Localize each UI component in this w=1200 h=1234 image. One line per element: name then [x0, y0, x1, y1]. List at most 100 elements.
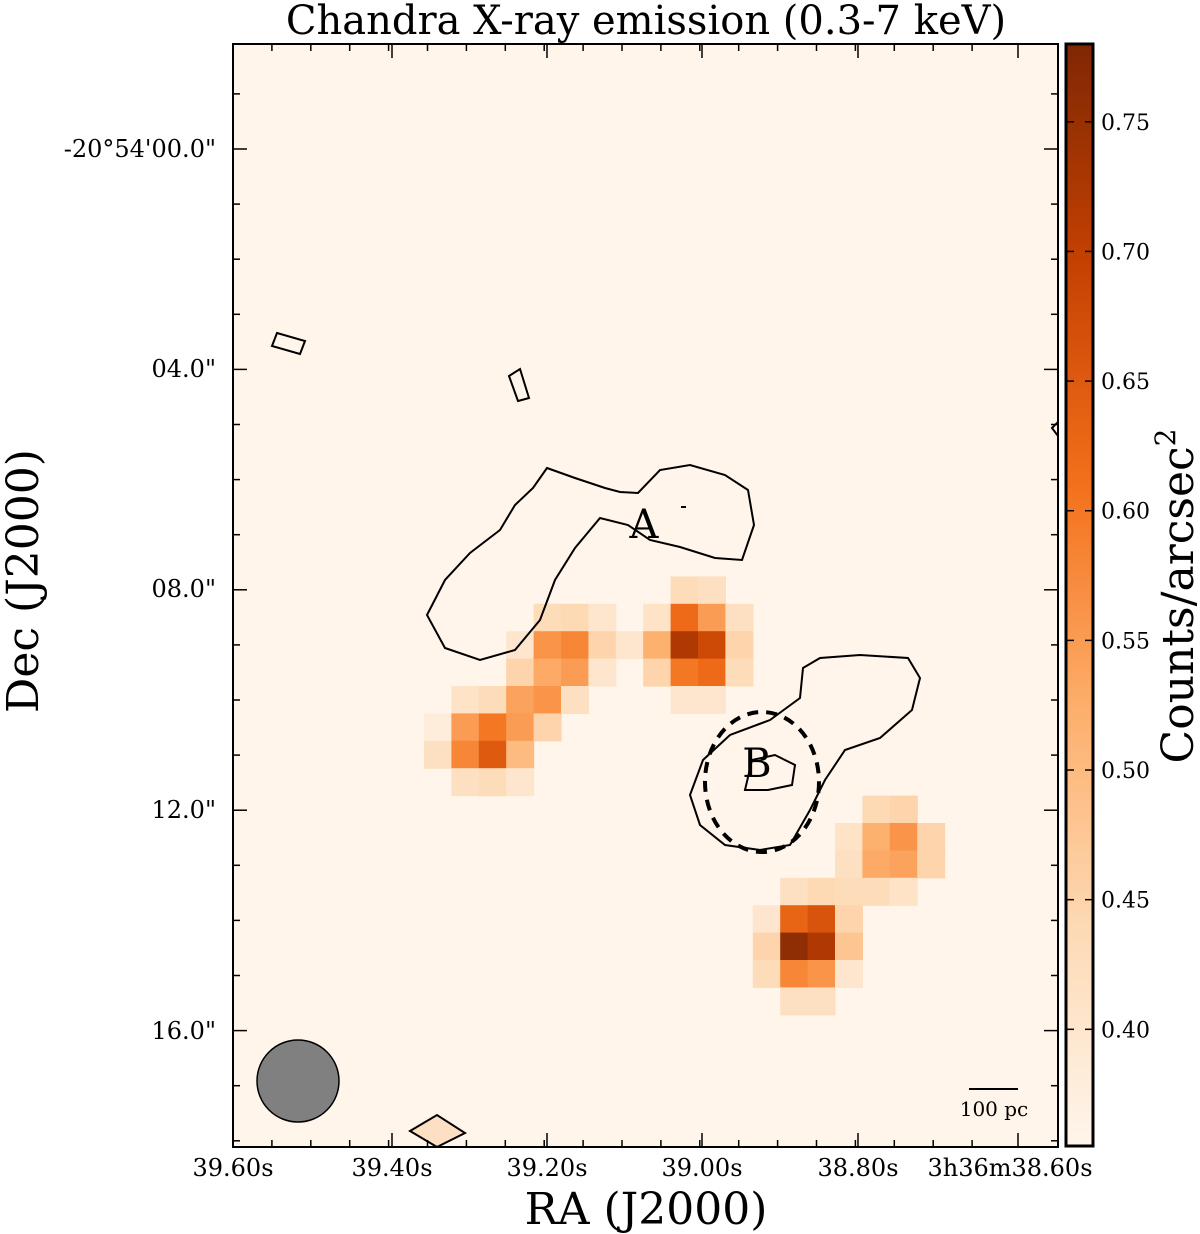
- heatmap-cell: [752, 905, 781, 934]
- heatmap-cell: [451, 768, 480, 797]
- heatmap-cell: [478, 686, 507, 714]
- plot-background: [233, 44, 1058, 1147]
- heatmap-cell: [533, 686, 562, 714]
- x-tick-label: 39.00s: [661, 1154, 742, 1182]
- heatmap-cell: [588, 631, 617, 660]
- heatmap-cell: [780, 932, 809, 961]
- heatmap-cell: [725, 603, 754, 632]
- heatmap-cell: [835, 932, 863, 961]
- heatmap-cell: [698, 631, 726, 660]
- heatmap-cell: [670, 576, 699, 605]
- heatmap-cell: [752, 960, 781, 988]
- colorbar-tick-label: 0.70: [1101, 240, 1150, 265]
- heatmap-cell: [506, 686, 535, 714]
- heatmap-cell: [424, 713, 452, 742]
- heatmap-cell: [725, 631, 754, 660]
- heatmap-cell: [670, 658, 699, 687]
- x-tick-label: 39.60s: [192, 1154, 273, 1182]
- heatmap-cell: [752, 932, 781, 961]
- heatmap-cell: [451, 686, 480, 714]
- heatmap-cell: [862, 877, 891, 906]
- colorbar-tick-label: 0.65: [1101, 370, 1150, 395]
- heatmap-cell: [889, 795, 918, 824]
- colorbar-ticks: [1066, 121, 1093, 1031]
- y-tick-label: -20°54'00.0": [64, 135, 216, 163]
- y-tick-labels: -20°54'00.0" 04.0" 08.0" 12.0" 16.0": [64, 135, 216, 1045]
- heatmap-cell: [780, 987, 809, 1016]
- colorbar-tick-label: 0.45: [1101, 889, 1150, 914]
- contour-b-peak: [743, 753, 797, 791]
- colorbar-label: Counts/arcsec2: [1149, 429, 1200, 764]
- heatmap-cell: [478, 740, 507, 769]
- heatmap-cell: [725, 658, 754, 687]
- heatmap-cell: [588, 658, 617, 687]
- heatmap-cell: [698, 658, 726, 687]
- contour-region-a: [425, 463, 756, 662]
- contour-small-2: [507, 367, 531, 403]
- contour-small-1: [270, 331, 307, 356]
- colorbar-tick-label: 0.60: [1101, 500, 1150, 525]
- heatmap-cell: [889, 850, 918, 879]
- beam-circle: [256, 1039, 340, 1123]
- heatmap-cell: [807, 960, 836, 988]
- source-b-circle: [703, 710, 821, 854]
- heatmap-cell: [917, 823, 946, 851]
- heatmap-cell: [478, 768, 507, 797]
- colorbar-tick-labels: 0.40 0.45 0.50 0.55 0.60 0.65 0.70 0.75: [1101, 111, 1150, 1044]
- heatmap-cell: [506, 740, 535, 769]
- heatmap-cell: [533, 713, 562, 742]
- heatmap-cell: [698, 603, 726, 632]
- colorbar: [1064, 42, 1095, 1148]
- heatmap-cell: [862, 850, 891, 879]
- heatmap-cell: [862, 795, 891, 824]
- heatmap-cell: [835, 877, 863, 906]
- x-tick-label: 38.80s: [817, 1154, 898, 1182]
- heatmap-cell: [561, 686, 589, 714]
- heatmap-cell: [561, 631, 589, 660]
- heatmap-cell: [670, 631, 699, 660]
- colorbar-tick-label: 0.50: [1101, 759, 1150, 784]
- heatmap-cell: [835, 905, 863, 934]
- heatmap-cell: [643, 603, 672, 632]
- colorbar-tick-label: 0.75: [1101, 111, 1150, 136]
- y-tick-label: 12.0": [152, 796, 216, 824]
- heatmap-cell: [917, 850, 946, 879]
- colorbar-tick-label: 0.40: [1101, 1018, 1150, 1043]
- heatmap-cell: [561, 603, 589, 632]
- heatmap-cell: [807, 877, 836, 906]
- contour-region-b: [688, 653, 922, 852]
- heatmap-cell: [780, 877, 809, 906]
- x-axis-label: RA (J2000): [525, 1184, 768, 1234]
- heatmap-cell: [533, 631, 562, 660]
- heatmap-cell: [506, 658, 535, 687]
- heatmap-cell: [698, 686, 726, 714]
- contours: [270, 331, 1058, 1147]
- heatmap-cell: [478, 713, 507, 742]
- y-tick-label: 04.0": [152, 355, 216, 383]
- heatmap-cell: [780, 960, 809, 988]
- heatmap-cell: [889, 823, 918, 851]
- heatmap-cell: [643, 631, 672, 660]
- heatmap-cell: [862, 823, 891, 851]
- heatmap-cell: [506, 713, 535, 742]
- heatmap-cell: [835, 960, 863, 988]
- source-label-a: A: [629, 502, 660, 548]
- heatmap-cell: [670, 686, 699, 714]
- heatmap-cells: [424, 576, 946, 1016]
- heatmap-cell: [643, 658, 672, 687]
- chart-title: Chandra X-ray emission (0.3-7 keV): [286, 0, 1006, 44]
- heatmap-cell: [615, 631, 644, 660]
- axis-ticks: [232, 44, 1058, 1147]
- colorbar-label-text: Counts/arcsec: [1153, 446, 1200, 763]
- heatmap-cell: [561, 658, 589, 687]
- x-tick-label: 3h36m38.60s: [927, 1154, 1092, 1182]
- heatmap-cell: [807, 905, 836, 934]
- heatmap-cell: [835, 823, 863, 851]
- x-tick-labels: 39.60s 39.40s 39.20s 39.00s 38.80s 3h36m…: [192, 1154, 1092, 1182]
- x-tick-label: 39.20s: [506, 1154, 587, 1182]
- scale-bar-label: 100 pc: [960, 1097, 1029, 1121]
- y-axis-label: Dec (J2000): [0, 449, 49, 713]
- heatmap-cell: [698, 576, 726, 605]
- heatmap-cell: [670, 603, 699, 632]
